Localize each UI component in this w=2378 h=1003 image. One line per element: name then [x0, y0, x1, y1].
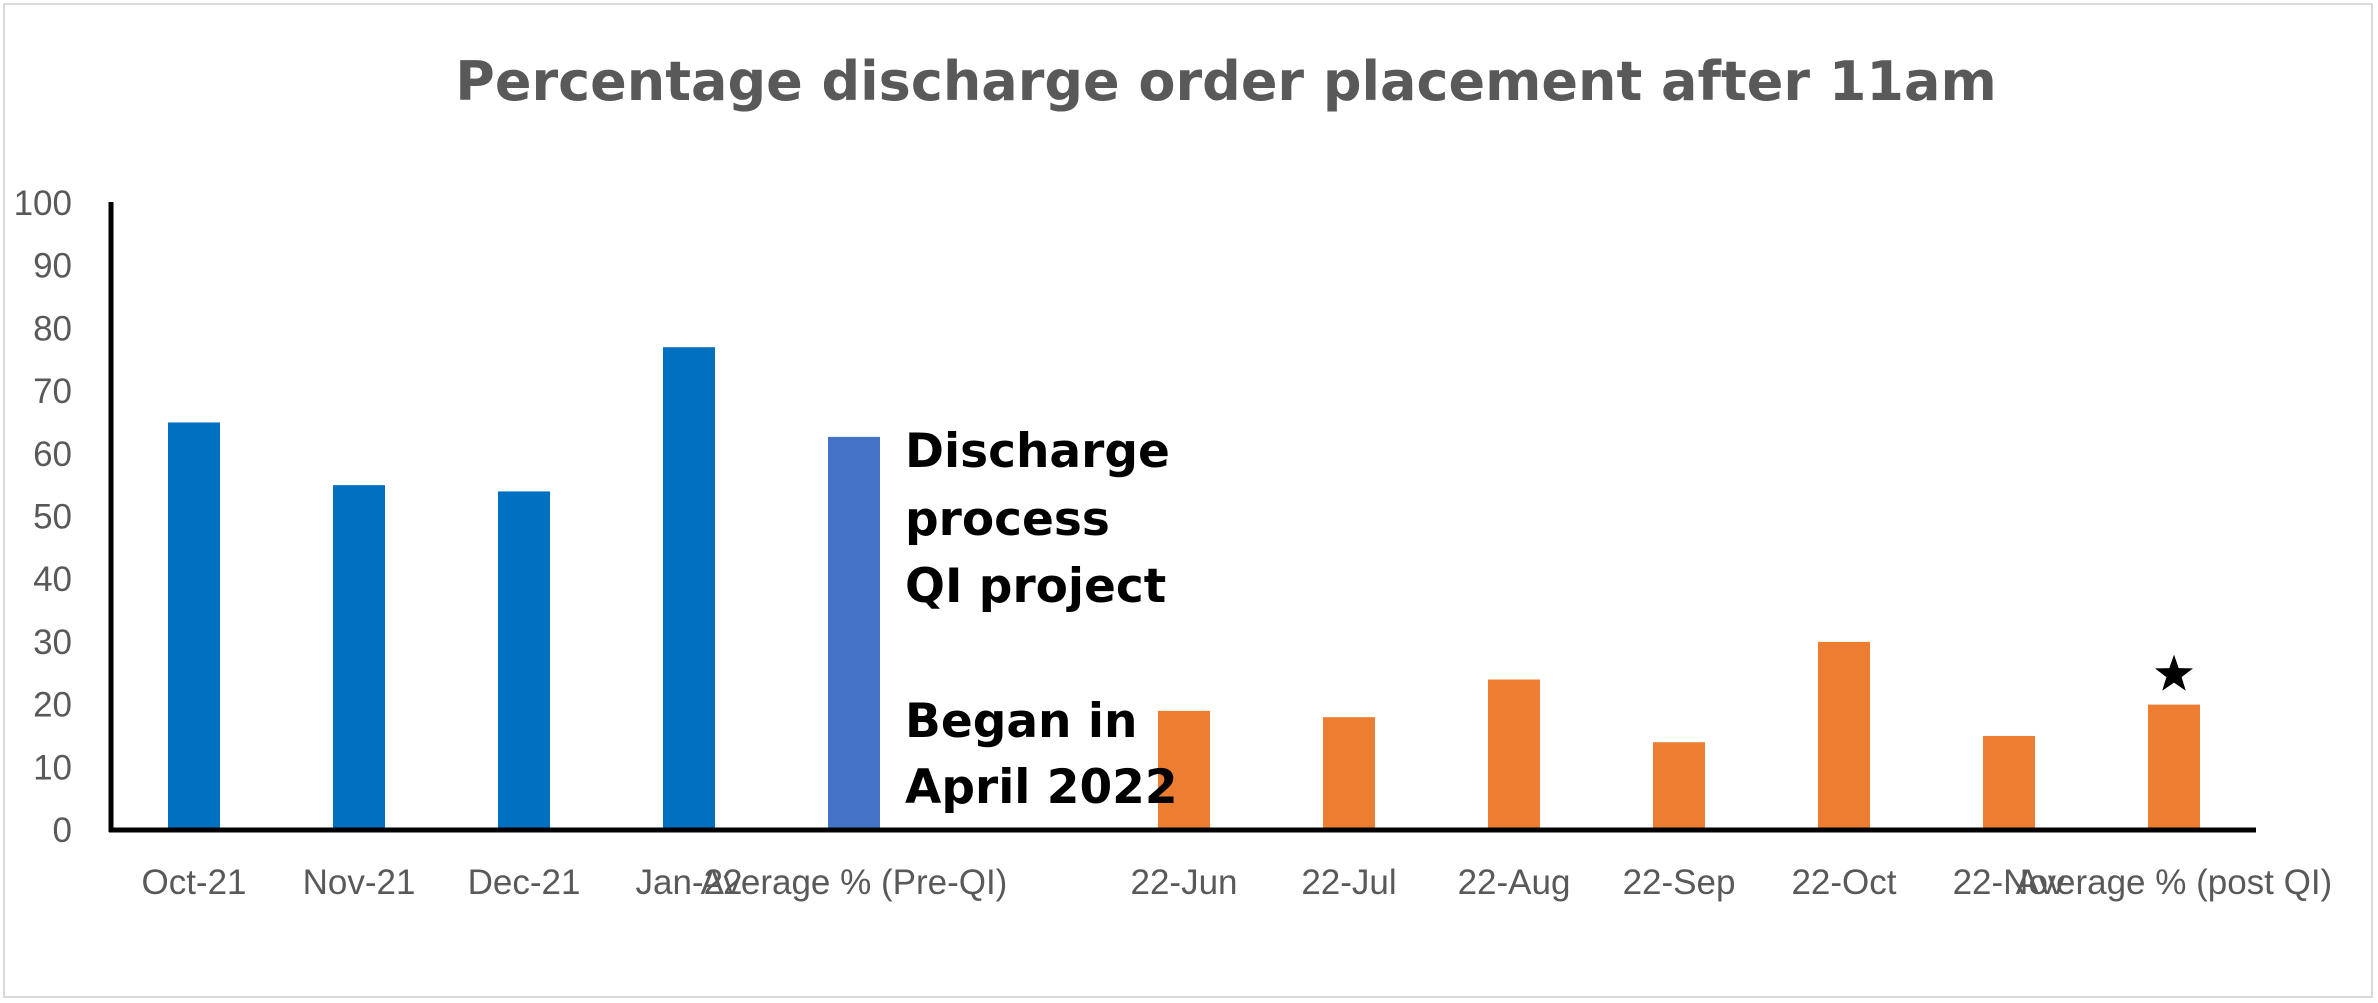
x-tick-label: 22-Jun: [1130, 863, 1237, 902]
annotation-line: Began in: [905, 694, 1137, 749]
bar: [1653, 742, 1705, 830]
y-axis-ticks: 0 10 20 30 40 50 60 70 80 90 100: [14, 184, 72, 850]
y-tick-label: 90: [33, 247, 72, 286]
star-marker: [2155, 654, 2193, 691]
bar: [168, 422, 220, 830]
annotation-line: April 2022: [905, 760, 1178, 815]
annotation-line: process: [905, 492, 1110, 547]
y-tick-label: 40: [33, 560, 72, 599]
x-tick-label: Nov-21: [303, 863, 416, 902]
bar: [2148, 704, 2200, 830]
annotation-text: Discharge process QI project Began in April …: [905, 424, 1178, 815]
bar: [1158, 710, 1210, 830]
bar: [1488, 679, 1540, 830]
y-tick-label: 10: [33, 748, 72, 787]
bar: [333, 485, 385, 830]
y-tick-label: 0: [53, 811, 72, 850]
y-tick-label: 100: [14, 184, 72, 223]
bar: [1818, 641, 1870, 830]
x-tick-label: 22-Sep: [1623, 863, 1736, 902]
star-icon: [2155, 654, 2193, 691]
y-tick-label: 60: [33, 435, 72, 474]
y-tick-label: 50: [33, 498, 72, 537]
x-tick-label: Average % (Pre-QI): [701, 863, 1008, 902]
x-tick-label: 22-Nov: [1953, 863, 2066, 902]
y-tick-label: 30: [33, 623, 72, 662]
x-tick-label: 22-Oct: [1791, 863, 1896, 902]
y-tick-label: 20: [33, 686, 72, 725]
x-tick-label: Jan-22: [635, 863, 742, 902]
y-tick-label: 80: [33, 309, 72, 348]
bar: [663, 347, 715, 830]
annotation-line: QI project: [905, 559, 1166, 614]
bars: [168, 347, 2200, 830]
bar: [1983, 735, 2035, 830]
x-tick-label: Dec-21: [468, 863, 581, 902]
y-tick-label: 70: [33, 372, 72, 411]
bar: [1323, 717, 1375, 830]
bar: [828, 436, 880, 830]
annotation-line: Discharge: [905, 424, 1170, 479]
chart-title: Percentage discharge order placement aft…: [455, 50, 1996, 113]
x-tick-label: Average % (post QI): [2016, 863, 2332, 902]
x-tick-label: 22-Aug: [1458, 863, 1571, 902]
bar: [498, 491, 550, 830]
x-tick-label: Oct-21: [141, 863, 246, 902]
x-tick-label: 22-Jul: [1301, 863, 1396, 902]
